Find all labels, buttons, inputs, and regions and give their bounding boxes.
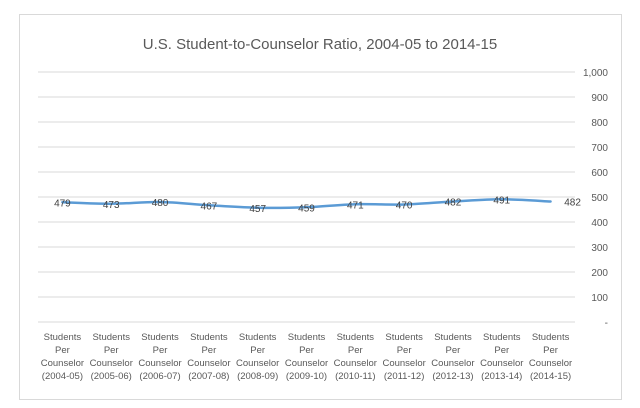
y-tick-label: 600 xyxy=(591,168,608,179)
x-tick-label-line: Counselor xyxy=(333,358,377,369)
x-tick-label-line: Students xyxy=(238,332,277,343)
x-tick-label-line: Per xyxy=(55,345,70,356)
x-tick-label: Students Per Counselor (2004-05) xyxy=(36,331,88,383)
x-tick-label-line: Per xyxy=(543,345,558,356)
data-label: 457 xyxy=(249,204,266,215)
x-tick-label: Students Per Counselor (2007-08) xyxy=(183,331,235,383)
data-label: 470 xyxy=(396,201,413,212)
y-tick-label: 500 xyxy=(591,193,608,204)
x-tick-label-line: Per xyxy=(250,345,266,356)
data-label: 459 xyxy=(298,203,315,214)
x-tick-label-line: Counselor xyxy=(528,358,573,369)
y-tick-label: 100 xyxy=(591,293,608,304)
y-tick-label: - xyxy=(605,318,608,329)
x-tick-label: Students Per Counselor (2008-09) xyxy=(232,331,284,383)
x-tick-label-line: Students xyxy=(43,332,82,343)
x-tick-label-line: (2014-15) xyxy=(529,371,572,382)
x-tick-label-line: Students xyxy=(92,332,130,343)
x-tick-label: Students Per Counselor (2012-13) xyxy=(427,331,479,383)
x-tick-label-line: (2006-07) xyxy=(139,371,181,382)
x-tick-label-line: Students xyxy=(287,332,326,343)
x-tick-label-line: Counselor xyxy=(40,358,85,369)
x-tick-label-line: Students xyxy=(385,332,423,343)
x-tick-label-line: Students xyxy=(190,332,228,343)
x-tick-label: Students Per Counselor (2014-15) xyxy=(525,331,577,383)
x-tick-label-line: Counselor xyxy=(431,358,475,369)
data-label: 471 xyxy=(347,200,364,211)
data-label: 473 xyxy=(103,200,120,211)
x-tick-label-line: Counselor xyxy=(382,358,426,369)
x-tick-label-line: Per xyxy=(103,345,119,356)
x-tick-label-line: Students xyxy=(531,332,570,343)
x-tick-label-line: Students xyxy=(336,332,375,343)
x-tick-label-line: (2009-10) xyxy=(285,371,328,382)
x-tick-label: Students Per Counselor (2013-14) xyxy=(476,331,528,383)
x-tick-label-line: Per xyxy=(347,345,363,356)
data-label: 467 xyxy=(201,201,218,212)
x-tick-label-line: Students xyxy=(434,332,472,343)
chart-title: U.S. Student-to-Counselor Ratio, 2004-05… xyxy=(142,36,498,53)
x-tick-label-line: (2010-11) xyxy=(335,371,376,382)
x-tick-label-line: Per xyxy=(445,345,461,356)
data-label: 482 xyxy=(564,198,581,209)
x-tick-label-line: Per xyxy=(201,345,217,356)
data-label: 491 xyxy=(493,195,510,206)
y-tick-label: 400 xyxy=(591,218,608,229)
x-tick-label: Students Per Counselor (2006-07) xyxy=(134,331,186,383)
x-tick-label-line: (2005-06) xyxy=(90,371,132,382)
x-tick-label: Students Per Counselor (2011-12) xyxy=(378,331,430,383)
y-tick-label: 700 xyxy=(591,143,608,154)
y-tick-label: 800 xyxy=(591,118,608,129)
data-label: 480 xyxy=(152,198,169,209)
x-tick-label-line: Counselor xyxy=(138,358,182,369)
x-tick-label-line: (2011-12) xyxy=(383,371,425,382)
x-tick-label-line: Counselor xyxy=(480,358,524,369)
data-label: 482 xyxy=(445,198,462,209)
y-tick-label: 200 xyxy=(591,268,608,279)
data-line xyxy=(61,197,552,210)
x-tick-label-line: Counselor xyxy=(236,358,280,369)
x-tick-label-line: (2013-14) xyxy=(481,371,523,382)
y-tick-label: 300 xyxy=(591,243,608,254)
x-tick-label: Students Per Counselor (2010-11) xyxy=(329,331,381,383)
x-tick-label-line: Students xyxy=(483,332,521,343)
x-tick-label-line: Counselor xyxy=(187,358,231,369)
x-tick-label-line: (2007-08) xyxy=(188,371,230,382)
x-tick-label-line: Counselor xyxy=(284,358,329,369)
y-tick-label: 1,000 xyxy=(583,68,608,79)
x-tick-label-line: Students xyxy=(141,332,179,343)
x-tick-label: Students Per Counselor (2005-06) xyxy=(85,331,137,383)
x-tick-label-line: (2004-05) xyxy=(41,371,83,382)
x-tick-label-line: Per xyxy=(396,345,412,356)
x-tick-label: Students Per Counselor (2009-10) xyxy=(281,331,333,383)
x-tick-label-line: Per xyxy=(299,345,314,356)
x-tick-label-line: Per xyxy=(152,345,168,356)
x-tick-label-line: Counselor xyxy=(89,358,133,369)
x-tick-label-line: Per xyxy=(494,345,510,356)
y-tick-label: 900 xyxy=(591,93,608,104)
x-tick-label-line: (2012-13) xyxy=(432,371,474,382)
data-label: 479 xyxy=(54,198,71,209)
x-tick-label-line: (2008-09) xyxy=(237,371,279,382)
